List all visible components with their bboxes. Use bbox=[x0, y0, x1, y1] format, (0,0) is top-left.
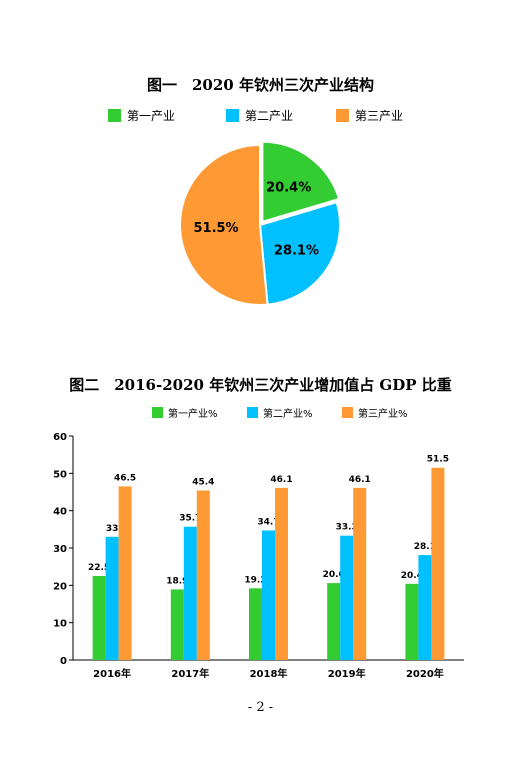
bar-value-label: 35.7 bbox=[179, 514, 201, 524]
pie-slice-label: 51.5% bbox=[193, 221, 238, 236]
pie-legend-swatch bbox=[226, 109, 239, 122]
bar-value-label: 20.4 bbox=[401, 571, 423, 581]
pie-legend-swatch bbox=[336, 109, 349, 122]
charts-canvas: 第一产业 第二产业 第三产业 20.4%28.1%51.5% 第一产业% 第二产业% 第… bbox=[53, 109, 464, 680]
bar bbox=[92, 576, 106, 660]
bar-value-label: 19.2 bbox=[244, 575, 266, 585]
y-tick-label: 0 bbox=[60, 656, 67, 667]
x-tick-label: 2020年 bbox=[406, 667, 444, 680]
bar-value-label: 22.5 bbox=[88, 563, 110, 573]
y-tick-label: 50 bbox=[53, 469, 67, 480]
bar bbox=[105, 536, 119, 660]
pie-legend-swatch bbox=[108, 109, 121, 122]
pie-chart-title: 图一 2020 年钦州三次产业结构 bbox=[147, 76, 374, 94]
bar bbox=[275, 487, 288, 660]
y-tick-label: 20 bbox=[53, 581, 67, 592]
bar-value-label: 33 bbox=[106, 524, 119, 534]
x-tick-label: 2017年 bbox=[171, 667, 209, 680]
y-tick-label: 60 bbox=[53, 432, 67, 443]
bar-legend-label: 第一产业% bbox=[168, 407, 218, 420]
y-tick-label: 10 bbox=[53, 619, 67, 630]
x-tick-label: 2018年 bbox=[250, 667, 288, 680]
bar bbox=[327, 583, 341, 660]
bar-value-label: 33.3 bbox=[336, 523, 358, 533]
bar-legend-swatch bbox=[342, 407, 353, 418]
bar-value-label: 18.9 bbox=[166, 576, 188, 586]
x-tick-label: 2019年 bbox=[328, 667, 366, 680]
pie-slice-label: 28.1% bbox=[274, 244, 319, 259]
pie-legend: 第一产业 第二产业 第三产业 bbox=[108, 109, 403, 123]
bar-chart-title: 图二 2016-2020 年钦州三次产业增加值占 GDP 比重 bbox=[69, 376, 452, 394]
bar-legend-label: 第二产业% bbox=[263, 407, 313, 420]
pie-slice bbox=[179, 143, 269, 306]
pie-legend-label: 第二产业 bbox=[245, 109, 293, 123]
bar-value-label: 28.1 bbox=[414, 542, 436, 552]
bar-value-label: 45.4 bbox=[192, 478, 214, 488]
x-tick-label: 2016年 bbox=[93, 667, 131, 680]
y-tick-label: 30 bbox=[53, 544, 67, 555]
bar bbox=[353, 487, 367, 660]
bar bbox=[170, 589, 184, 660]
bar bbox=[405, 583, 419, 660]
bar-chart: 22.5 33 46.5 2016年 18.9 35.7 45.4 2017年 19.2 34.7… bbox=[88, 455, 449, 680]
bar-legend-label: 第三产业% bbox=[358, 407, 408, 420]
pie-legend-label: 第三产业 bbox=[355, 109, 403, 123]
bar bbox=[196, 490, 210, 660]
pie-slice-label: 20.4% bbox=[266, 181, 311, 196]
bar-legend: 第一产业% 第二产业% 第三产业% bbox=[152, 407, 408, 420]
bar-legend-swatch bbox=[152, 407, 163, 418]
bar bbox=[249, 588, 262, 660]
bar-value-label: 46.5 bbox=[114, 473, 136, 483]
page-number: - 2 - bbox=[247, 700, 274, 715]
pie-chart: 20.4% 28.1% 51.5% bbox=[179, 140, 341, 306]
bar bbox=[431, 467, 445, 660]
bar bbox=[340, 535, 354, 660]
bar bbox=[183, 526, 197, 660]
bar-value-label: 20.6 bbox=[323, 570, 345, 580]
bar bbox=[262, 530, 275, 660]
bar-value-label: 51.5 bbox=[427, 455, 449, 465]
pie-legend-label: 第一产业 bbox=[127, 109, 175, 123]
pie-slice bbox=[261, 140, 341, 224]
bar-value-label: 46.1 bbox=[349, 475, 371, 485]
bar-legend-swatch bbox=[247, 407, 258, 418]
bar bbox=[418, 555, 432, 660]
pie-slice bbox=[258, 200, 341, 306]
y-tick-label: 40 bbox=[53, 507, 67, 518]
bar bbox=[118, 486, 132, 660]
bar-value-label: 34.7 bbox=[257, 517, 279, 527]
bar-value-label: 46.1 bbox=[270, 475, 292, 485]
